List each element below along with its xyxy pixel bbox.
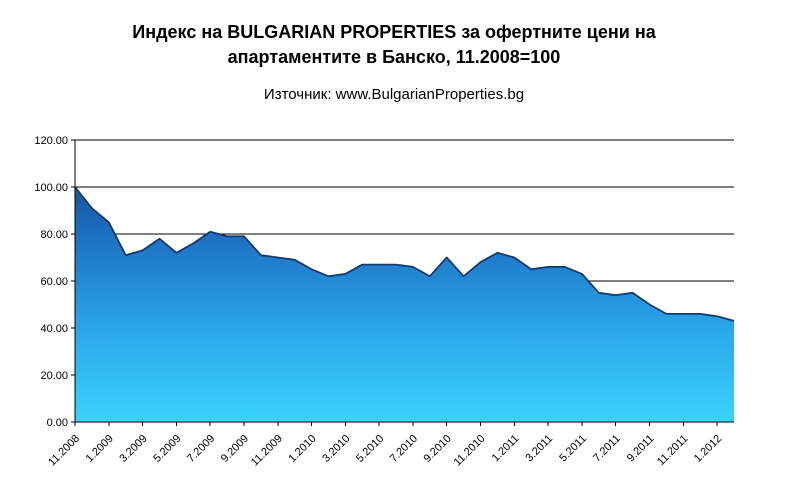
- svg-text:1.2010: 1.2010: [286, 433, 318, 465]
- svg-text:3.2011: 3.2011: [524, 433, 556, 465]
- chart-title-line1: Индекс на BULGARIAN PROPERTIES за офертн…: [132, 22, 656, 42]
- svg-text:11.2008: 11.2008: [46, 433, 82, 469]
- svg-text:1.2011: 1.2011: [490, 433, 522, 465]
- svg-text:100.00: 100.00: [34, 182, 68, 194]
- svg-text:11.2009: 11.2009: [249, 433, 285, 469]
- svg-text:0.00: 0.00: [47, 417, 68, 429]
- svg-text:3.2010: 3.2010: [320, 433, 352, 465]
- svg-text:40.00: 40.00: [40, 323, 68, 335]
- chart-title-line2: апартаментите в Банско, 11.2008=100: [227, 47, 561, 68]
- svg-text:11.2010: 11.2010: [452, 433, 488, 469]
- svg-text:11.2011: 11.2011: [655, 433, 690, 468]
- svg-text:1.2009: 1.2009: [84, 433, 116, 465]
- svg-text:7.2011: 7.2011: [591, 433, 623, 465]
- svg-text:120.00: 120.00: [34, 135, 68, 147]
- svg-text:9.2011: 9.2011: [625, 433, 657, 465]
- svg-text:20.00: 20.00: [40, 370, 68, 382]
- svg-text:1.2012: 1.2012: [692, 433, 724, 465]
- plot-area: 0.00 20.00 40.00 60.00 80.00 100.00 120.00 11.2…: [0, 128, 788, 489]
- chart-subtitle: Източник: www.BulgarianProperties.bg: [263, 86, 525, 104]
- svg-text:7.2009: 7.2009: [185, 433, 217, 465]
- chart-title: Индекс на BULGARIAN PROPERTIES за офертн…: [0, 20, 788, 70]
- svg-text:9.2010: 9.2010: [422, 433, 454, 465]
- svg-text:5.2011: 5.2011: [557, 433, 589, 465]
- svg-text:5.2010: 5.2010: [354, 433, 386, 465]
- svg-text:5.2009: 5.2009: [151, 433, 183, 465]
- svg-text:7.2010: 7.2010: [388, 433, 420, 465]
- plot-svg: 0.00 20.00 40.00 60.00 80.00 100.00 120.00 11.2…: [34, 135, 735, 469]
- svg-text:60.00: 60.00: [40, 276, 68, 288]
- svg-text:3.2009: 3.2009: [117, 433, 149, 465]
- svg-text:9.2009: 9.2009: [219, 433, 251, 465]
- svg-text:80.00: 80.00: [40, 229, 68, 241]
